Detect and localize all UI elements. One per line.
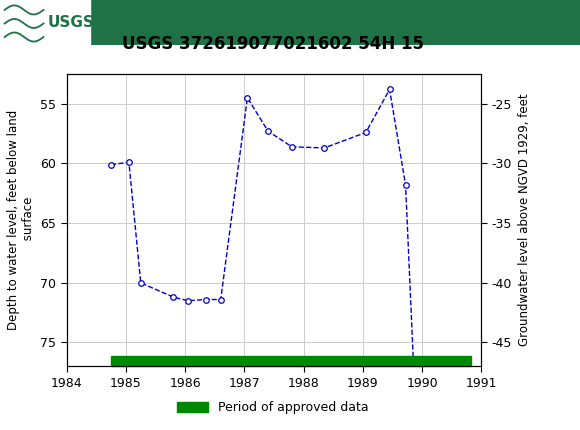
- Bar: [111, 356, 471, 366]
- Y-axis label: Groundwater level above NGVD 1929, feet: Groundwater level above NGVD 1929, feet: [518, 94, 531, 347]
- Y-axis label: Depth to water level, feet below land
 surface: Depth to water level, feet below land su…: [7, 110, 35, 330]
- Text: USGS: USGS: [48, 15, 95, 30]
- Bar: [0, 0, 90, 45]
- Text: USGS 372619077021602 54H 15: USGS 372619077021602 54H 15: [122, 35, 423, 53]
- Legend: Period of approved data: Period of approved data: [172, 396, 374, 419]
